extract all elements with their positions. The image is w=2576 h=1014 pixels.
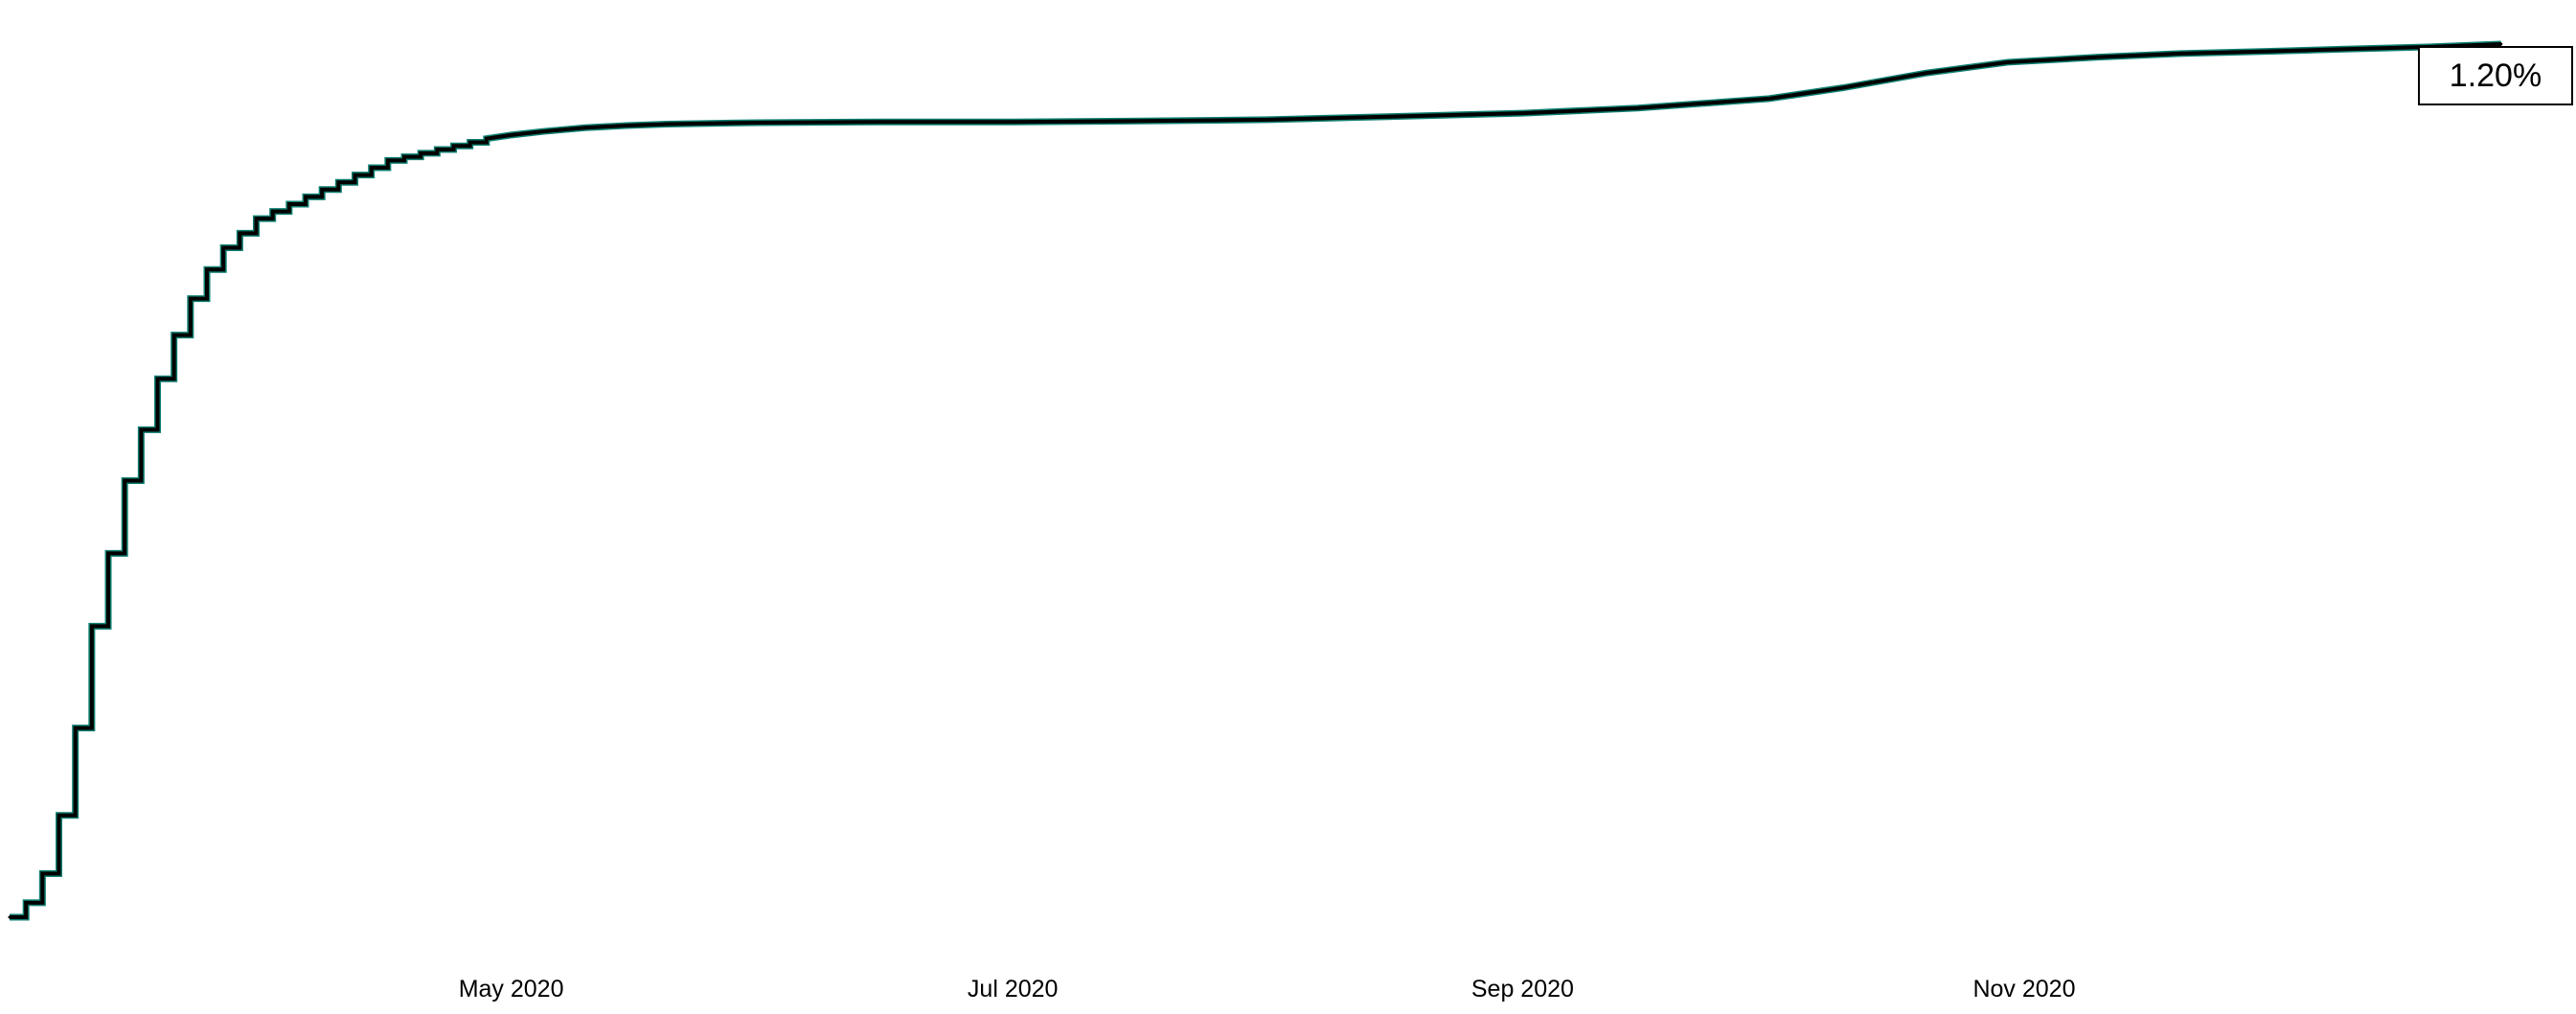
data-point-11: [189, 297, 193, 301]
data-point-8: [139, 427, 143, 431]
data-point-45: [1924, 71, 1927, 75]
data-point-41: [1520, 111, 1524, 115]
data-point-17: [287, 202, 291, 206]
series-area: [10, 44, 2501, 917]
data-point-5: [90, 624, 94, 628]
data-point-3: [57, 814, 61, 818]
data-point-30: [510, 133, 513, 137]
data-point-22: [370, 166, 374, 170]
series-line: [10, 41, 2501, 919]
data-point-49: [2268, 50, 2272, 54]
data-point-12: [205, 267, 209, 271]
data-point-40: [1380, 115, 1384, 119]
data-point-24: [402, 155, 406, 159]
data-point-38: [1126, 119, 1129, 123]
data-point-37: [1011, 120, 1014, 124]
data-point-15: [255, 217, 259, 220]
data-point-2: [40, 871, 44, 875]
data-point-52: [2499, 42, 2503, 46]
data-point-0: [8, 915, 11, 919]
data-point-44: [1841, 86, 1845, 90]
data-point-7: [123, 478, 126, 482]
data-point-23: [386, 158, 390, 162]
data-point-29: [485, 137, 489, 141]
data-point-46: [2006, 60, 2010, 64]
data-point-18: [304, 195, 308, 198]
data-point-4: [74, 726, 78, 730]
data-point-34: [666, 122, 670, 126]
data-point-20: [336, 180, 340, 184]
data-point-10: [172, 334, 176, 337]
x-tick-label-1: Jul 2020: [968, 976, 1059, 1002]
x-tick-label-3: Nov 2020: [1972, 976, 2075, 1002]
data-point-47: [2096, 56, 2100, 59]
data-point-28: [468, 140, 472, 144]
area-layer: [10, 44, 2501, 917]
data-point-21: [353, 173, 357, 177]
latest-value-badge: 1.20%: [2418, 46, 2573, 105]
data-point-13: [221, 246, 225, 250]
data-point-43: [1767, 97, 1771, 101]
data-point-39: [1265, 118, 1269, 122]
data-point-16: [271, 210, 275, 214]
x-axis-ticks: May 2020 Jul 2020 Sep 2020 Nov 2020: [459, 976, 2076, 1002]
data-point-50: [2343, 47, 2347, 51]
data-point-36: [879, 120, 883, 124]
data-point-26: [435, 148, 439, 151]
x-tick-label-2: Sep 2020: [1471, 976, 1574, 1002]
data-point-42: [1636, 106, 1640, 110]
data-point-19: [320, 188, 324, 192]
data-point-1: [24, 901, 28, 905]
data-point-35: [756, 121, 760, 125]
data-point-32: [583, 126, 587, 129]
data-point-14: [238, 231, 241, 235]
data-point-31: [542, 129, 546, 133]
data-point-27: [452, 144, 456, 148]
data-point-6: [106, 551, 110, 555]
data-point-48: [2178, 52, 2182, 56]
data-point-25: [419, 151, 422, 155]
line-layer: [8, 40, 2503, 921]
data-point-9: [156, 377, 160, 380]
data-point-33: [625, 124, 628, 127]
x-tick-label-0: May 2020: [459, 976, 564, 1002]
